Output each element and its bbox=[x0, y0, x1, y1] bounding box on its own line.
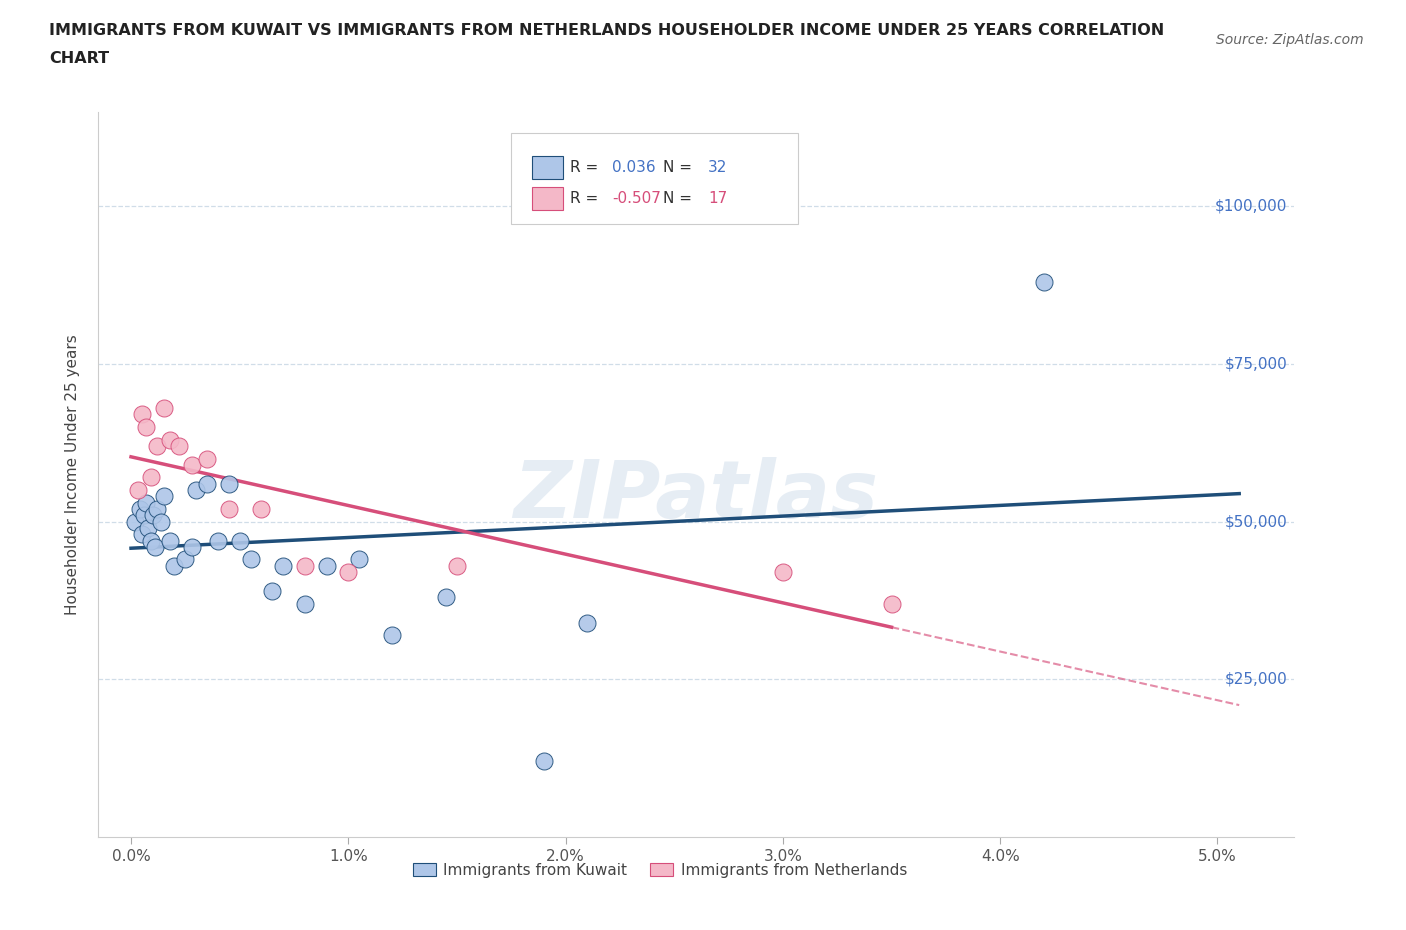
Point bbox=[434, 590, 457, 604]
FancyBboxPatch shape bbox=[510, 133, 797, 224]
Point bbox=[315, 558, 337, 573]
Point bbox=[150, 514, 173, 529]
Point bbox=[174, 552, 197, 567]
FancyBboxPatch shape bbox=[533, 187, 564, 210]
Point bbox=[139, 470, 162, 485]
Y-axis label: Householder Income Under 25 years: Householder Income Under 25 years bbox=[65, 334, 80, 615]
Text: -0.507: -0.507 bbox=[613, 192, 661, 206]
Point bbox=[195, 451, 218, 466]
Point bbox=[446, 558, 468, 573]
Text: 17: 17 bbox=[709, 192, 727, 206]
Point bbox=[167, 438, 190, 453]
Point bbox=[159, 432, 181, 447]
Point bbox=[195, 476, 218, 491]
Point bbox=[337, 565, 360, 579]
Point bbox=[294, 558, 316, 573]
Text: $25,000: $25,000 bbox=[1225, 671, 1286, 686]
Point bbox=[159, 533, 181, 548]
Point bbox=[1032, 274, 1054, 289]
Point bbox=[152, 401, 174, 416]
Text: R =: R = bbox=[571, 192, 603, 206]
Point bbox=[135, 496, 157, 511]
Text: $100,000: $100,000 bbox=[1215, 199, 1286, 214]
Point bbox=[127, 483, 149, 498]
Text: N =: N = bbox=[662, 160, 696, 175]
Point bbox=[142, 508, 165, 523]
Text: R =: R = bbox=[571, 160, 603, 175]
Point bbox=[143, 539, 166, 554]
Text: 0.036: 0.036 bbox=[613, 160, 657, 175]
Text: ZIPatlas: ZIPatlas bbox=[513, 457, 879, 535]
Point bbox=[131, 407, 153, 422]
Point bbox=[180, 539, 202, 554]
Text: 32: 32 bbox=[709, 160, 727, 175]
Point bbox=[135, 419, 157, 434]
Point bbox=[576, 615, 599, 630]
Text: $50,000: $50,000 bbox=[1225, 514, 1286, 529]
Point bbox=[262, 583, 284, 598]
Point bbox=[880, 596, 903, 611]
Point bbox=[772, 565, 794, 579]
Point bbox=[218, 501, 240, 516]
Point bbox=[381, 628, 404, 643]
Point bbox=[163, 558, 186, 573]
Text: CHART: CHART bbox=[49, 51, 110, 66]
Text: Source: ZipAtlas.com: Source: ZipAtlas.com bbox=[1216, 33, 1364, 46]
Point bbox=[124, 514, 146, 529]
Point bbox=[294, 596, 316, 611]
Point bbox=[180, 458, 202, 472]
Text: N =: N = bbox=[662, 192, 696, 206]
Point bbox=[131, 526, 153, 541]
Point bbox=[186, 483, 208, 498]
Point bbox=[239, 552, 262, 567]
Point bbox=[146, 438, 169, 453]
Point bbox=[271, 558, 294, 573]
Point bbox=[347, 552, 370, 567]
Point bbox=[128, 501, 150, 516]
Point bbox=[152, 489, 174, 504]
Legend: Immigrants from Kuwait, Immigrants from Netherlands: Immigrants from Kuwait, Immigrants from … bbox=[406, 857, 914, 884]
Point bbox=[250, 501, 273, 516]
Point bbox=[218, 476, 240, 491]
Point bbox=[139, 533, 162, 548]
Point bbox=[533, 754, 555, 769]
Text: IMMIGRANTS FROM KUWAIT VS IMMIGRANTS FROM NETHERLANDS HOUSEHOLDER INCOME UNDER 2: IMMIGRANTS FROM KUWAIT VS IMMIGRANTS FRO… bbox=[49, 23, 1164, 38]
Text: $75,000: $75,000 bbox=[1225, 356, 1286, 371]
FancyBboxPatch shape bbox=[533, 156, 564, 179]
Point bbox=[146, 501, 169, 516]
Point bbox=[132, 508, 155, 523]
Point bbox=[207, 533, 229, 548]
Point bbox=[138, 521, 160, 536]
Point bbox=[228, 533, 250, 548]
